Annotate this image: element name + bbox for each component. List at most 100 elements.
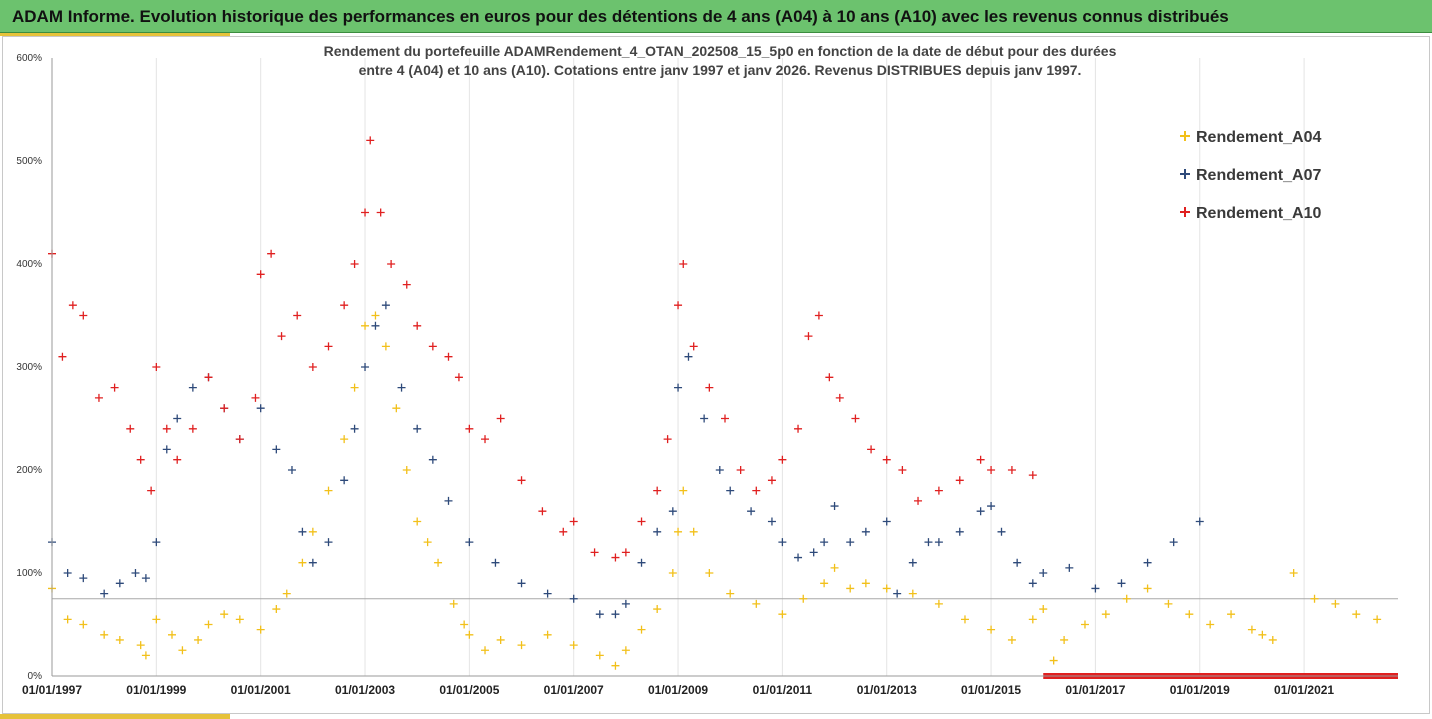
x-tick-label: 01/01/2005 bbox=[439, 683, 499, 697]
data-point bbox=[277, 332, 286, 341]
data-point bbox=[402, 466, 411, 474]
data-point bbox=[767, 476, 776, 485]
data-point bbox=[1007, 466, 1016, 474]
data-point bbox=[173, 455, 182, 464]
y-tick-label: 500% bbox=[16, 156, 42, 167]
data-point bbox=[235, 435, 244, 444]
data-point bbox=[637, 517, 646, 526]
chart-legend: Rendement_A04 Rendement_A07 Rendement_A10 bbox=[1180, 129, 1321, 222]
data-point bbox=[794, 424, 803, 433]
data-point bbox=[674, 527, 683, 536]
data-point bbox=[481, 646, 490, 655]
legend-label-A07: Rendement_A07 bbox=[1196, 167, 1321, 184]
data-point bbox=[162, 445, 171, 454]
data-point bbox=[491, 558, 500, 567]
data-point bbox=[115, 635, 124, 644]
title-banner: ADAM Informe. Evolution historique des p… bbox=[0, 0, 1432, 33]
data-point bbox=[1065, 563, 1074, 572]
data-point bbox=[110, 383, 119, 392]
data-point bbox=[908, 589, 917, 598]
data-point bbox=[434, 558, 443, 567]
data-point bbox=[846, 584, 855, 593]
data-point bbox=[1080, 620, 1089, 629]
data-point bbox=[1352, 610, 1361, 619]
data-point bbox=[136, 641, 145, 650]
data-point bbox=[152, 363, 161, 371]
data-point bbox=[726, 486, 735, 495]
data-point bbox=[496, 414, 505, 423]
x-tick-label: 01/01/2019 bbox=[1170, 683, 1230, 697]
data-point bbox=[256, 404, 265, 413]
legend-label-A10: Rendement_A10 bbox=[1196, 205, 1321, 222]
series-A10 bbox=[48, 136, 1037, 562]
data-point bbox=[282, 589, 291, 598]
chart-grid bbox=[51, 58, 1398, 676]
data-point bbox=[747, 507, 756, 516]
data-point bbox=[298, 558, 307, 567]
data-point bbox=[428, 342, 437, 351]
legend-marker-A04 bbox=[1180, 131, 1190, 141]
data-point bbox=[835, 393, 844, 402]
data-point bbox=[611, 610, 620, 619]
data-point bbox=[674, 383, 683, 392]
data-point bbox=[861, 579, 870, 588]
data-point bbox=[376, 208, 385, 217]
accent-bar-bottom bbox=[0, 714, 230, 719]
chart-frame bbox=[2, 36, 1430, 714]
x-tick-label: 01/01/1999 bbox=[126, 683, 186, 697]
data-point bbox=[496, 635, 505, 644]
series-A07 bbox=[48, 301, 1204, 619]
data-point bbox=[569, 594, 578, 603]
data-point bbox=[621, 599, 630, 608]
data-point bbox=[543, 630, 552, 639]
data-point bbox=[1185, 610, 1194, 619]
data-point bbox=[428, 455, 437, 464]
data-point bbox=[668, 507, 677, 516]
data-point bbox=[220, 404, 229, 413]
data-point bbox=[517, 641, 526, 650]
data-point bbox=[559, 527, 568, 536]
x-tick-label: 01/01/2009 bbox=[648, 683, 708, 697]
data-point bbox=[481, 435, 490, 444]
subtitle-line: Rendement du portefeuille ADAMRendement_… bbox=[324, 43, 1117, 59]
data-point bbox=[1195, 517, 1204, 526]
data-point bbox=[287, 466, 296, 474]
data-point bbox=[371, 321, 380, 330]
data-point bbox=[1028, 579, 1037, 588]
data-point bbox=[960, 615, 969, 624]
data-point bbox=[460, 620, 469, 629]
y-tick-label: 100% bbox=[16, 568, 42, 579]
data-point bbox=[100, 589, 109, 598]
legend-marker-A10 bbox=[1180, 207, 1190, 217]
data-point bbox=[955, 527, 964, 536]
data-point bbox=[882, 455, 891, 464]
data-point bbox=[188, 424, 197, 433]
data-point bbox=[147, 486, 156, 495]
data-point bbox=[1122, 594, 1131, 603]
data-point bbox=[882, 517, 891, 526]
data-point bbox=[934, 486, 943, 495]
data-point bbox=[100, 630, 109, 639]
data-point bbox=[293, 311, 302, 320]
data-point bbox=[700, 414, 709, 423]
data-point bbox=[543, 589, 552, 598]
data-point bbox=[324, 538, 333, 547]
data-point bbox=[267, 249, 276, 258]
data-point bbox=[1373, 615, 1382, 624]
data-point bbox=[1169, 538, 1178, 547]
data-point bbox=[767, 517, 776, 526]
data-point bbox=[924, 538, 933, 547]
data-point bbox=[63, 569, 72, 577]
data-point bbox=[987, 466, 996, 474]
data-point bbox=[381, 301, 390, 310]
data-point bbox=[955, 476, 964, 485]
data-point bbox=[663, 435, 672, 444]
data-point bbox=[167, 630, 176, 639]
data-point bbox=[934, 538, 943, 547]
data-point bbox=[79, 620, 88, 629]
data-point bbox=[58, 352, 67, 361]
data-point bbox=[569, 641, 578, 650]
data-point bbox=[235, 615, 244, 624]
data-point bbox=[220, 610, 229, 619]
data-point bbox=[272, 445, 281, 454]
